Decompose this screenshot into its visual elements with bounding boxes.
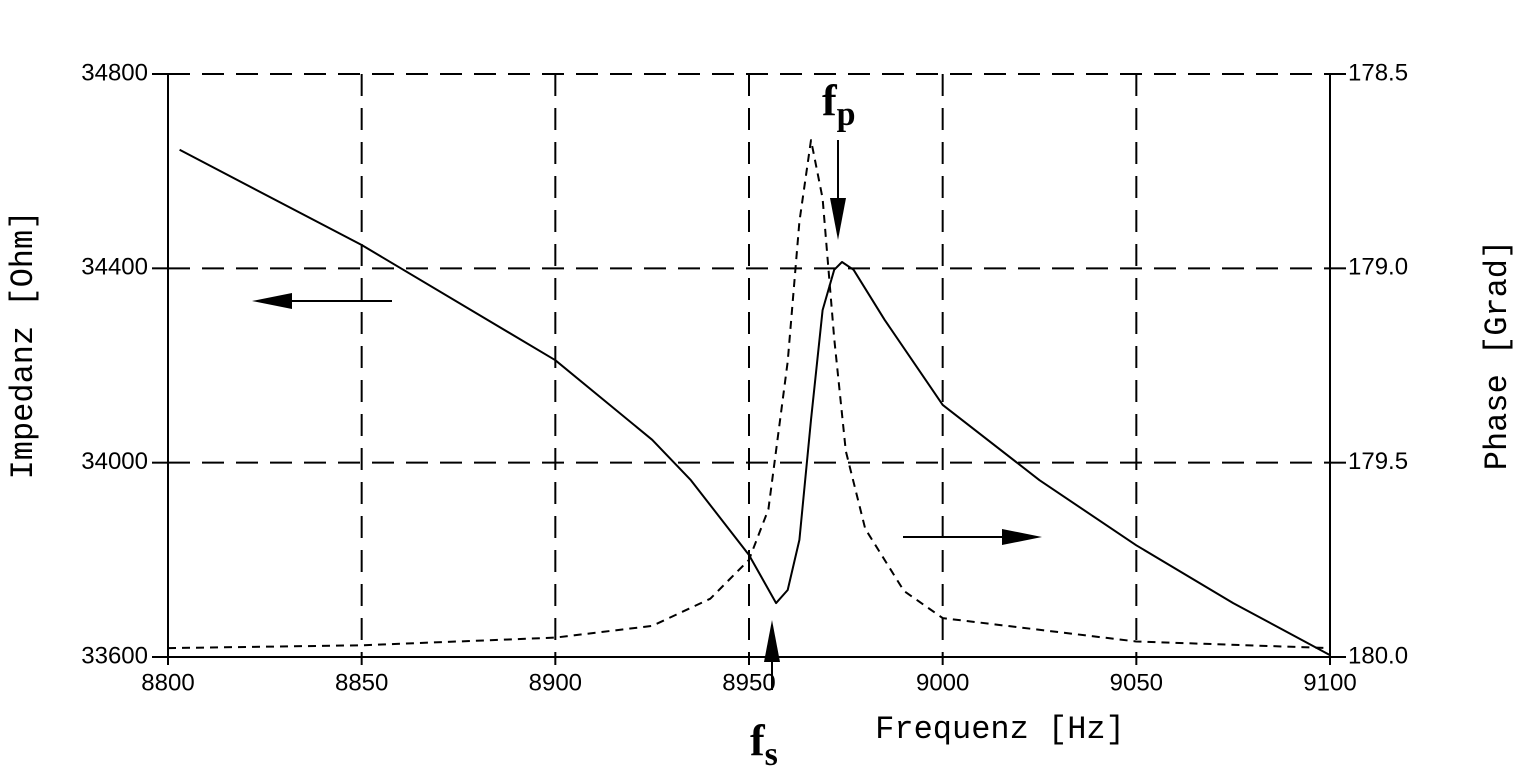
axis-frame [167,74,1331,658]
arrow-head [830,198,846,240]
x-tick-label: 8950 [722,669,775,696]
series-line [167,139,1331,650]
y-axis-label: Impedanz [Ohm] [5,211,42,480]
direction-arrows [252,140,1042,690]
annotation-sub: s [765,736,778,770]
y2-tick-label: 179.0 [1348,254,1408,281]
annotation-base: f [750,716,766,765]
annotation-base: f [822,76,838,125]
y-tick-label: 34400 [81,254,148,281]
y2-axis-label: Phase [Grad] [1479,240,1516,470]
x-tick-label: 8850 [335,669,388,696]
y-tick-label: 34800 [81,59,148,86]
annotation: fp [822,76,856,133]
y2-tick-label: 180.0 [1348,642,1408,669]
arrow-head [764,620,780,662]
arrow-head [1002,529,1042,545]
arrow-head [252,293,292,309]
x-tick-label: 8800 [141,669,194,696]
x-tick-label: 8900 [529,669,582,696]
x-axis-label: Frequenz [Hz] [875,711,1125,748]
x-tick-label: 9050 [1110,669,1163,696]
y2-tick-label: 178.5 [1348,59,1408,86]
series-line [179,148,1331,656]
annotation-sub: p [837,96,856,133]
y2-tick-label: 179.5 [1348,448,1408,475]
y-tick-label: 34000 [81,448,148,475]
x-tick-label: 9100 [1303,669,1356,696]
x-tick-label: 9000 [916,669,969,696]
y-tick-label: 33600 [81,642,148,669]
annotation: fs [750,716,778,770]
